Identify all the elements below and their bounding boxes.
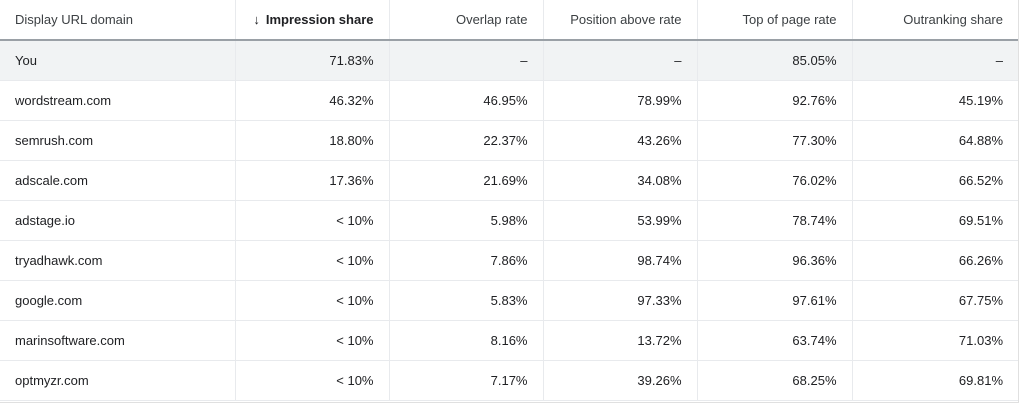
domain-cell: google.com [0,280,236,321]
domain-cell: adstage.io [0,200,236,241]
top-of-page-rate-cell: 97.61% [697,280,853,321]
domain-cell: You [0,40,236,81]
outranking-share-cell: 67.75% [852,280,1018,321]
overlap-rate-cell: 22.37% [389,120,544,161]
overlap-rate-cell: 5.83% [389,280,544,321]
position-above-rate-cell: 43.26% [543,120,698,161]
outranking-share-cell: 45.19% [852,80,1018,121]
domain-cell: semrush.com [0,120,236,161]
overlap-rate-cell: 7.17% [389,360,544,401]
outranking-share-cell: – [852,40,1018,81]
top-of-page-rate-cell: 68.25% [697,360,853,401]
outranking-share-cell: 69.81% [852,360,1018,401]
position-above-rate-cell: – [543,40,698,81]
overlap-rate-cell: 8.16% [389,320,544,361]
position-above-rate-cell: 39.26% [543,360,698,401]
column-header-overlap-rate[interactable]: Overlap rate [389,0,544,41]
impression-share-cell: 71.83% [235,40,390,81]
overlap-rate-cell: 5.98% [389,200,544,241]
table-row: optmyzr.com < 10% 7.17% 39.26% 68.25% 69… [0,360,1018,401]
outranking-share-cell: 64.88% [852,120,1018,161]
domain-cell: marinsoftware.com [0,320,236,361]
position-above-rate-cell: 98.74% [543,240,698,281]
top-of-page-rate-cell: 77.30% [697,120,853,161]
overlap-rate-cell: – [389,40,544,81]
table-row: semrush.com 18.80% 22.37% 43.26% 77.30% … [0,120,1018,161]
outranking-share-cell: 66.52% [852,160,1018,201]
overlap-rate-cell: 46.95% [389,80,544,121]
impression-share-cell: < 10% [235,280,390,321]
top-of-page-rate-cell: 96.36% [697,240,853,281]
column-header-top-of-page-rate[interactable]: Top of page rate [697,0,853,41]
impression-share-cell: < 10% [235,200,390,241]
column-header-label: Impression share [265,12,374,27]
table-row: adscale.com 17.36% 21.69% 34.08% 76.02% … [0,160,1018,201]
outranking-share-cell: 69.51% [852,200,1018,241]
position-above-rate-cell: 97.33% [543,280,698,321]
column-header-position-above-rate[interactable]: Position above rate [543,0,698,41]
position-above-rate-cell: 34.08% [543,160,698,201]
overlap-rate-cell: 7.86% [389,240,544,281]
top-of-page-rate-cell: 76.02% [697,160,853,201]
position-above-rate-cell: 53.99% [543,200,698,241]
column-header-outranking-share[interactable]: Outranking share [852,0,1018,41]
table-row: google.com < 10% 5.83% 97.33% 97.61% 67.… [0,280,1018,321]
top-of-page-rate-cell: 85.05% [697,40,853,81]
impression-share-cell: 18.80% [235,120,390,161]
arrow-down-icon: ↓ [253,12,260,27]
position-above-rate-cell: 13.72% [543,320,698,361]
table-row: wordstream.com 46.32% 46.95% 78.99% 92.7… [0,80,1018,121]
domain-cell: optmyzr.com [0,360,236,401]
domain-cell: tryadhawk.com [0,240,236,281]
impression-share-cell: 17.36% [235,160,390,201]
overlap-rate-cell: 21.69% [389,160,544,201]
impression-share-cell: 46.32% [235,80,390,121]
domain-cell: adscale.com [0,160,236,201]
position-above-rate-cell: 78.99% [543,80,698,121]
table-row: tryadhawk.com < 10% 7.86% 98.74% 96.36% … [0,240,1018,281]
column-header-display-url-domain[interactable]: Display URL domain [0,0,236,41]
outranking-share-cell: 66.26% [852,240,1018,281]
top-of-page-rate-cell: 92.76% [697,80,853,121]
table-row: adstage.io < 10% 5.98% 53.99% 78.74% 69.… [0,200,1018,241]
data-table: Display URL domain ↓ Impression share Ove… [0,0,1018,401]
table-row-you: You 71.83% – – 85.05% – [0,40,1018,81]
domain-cell: wordstream.com [0,80,236,121]
table-row: marinsoftware.com < 10% 8.16% 13.72% 63.… [0,320,1018,361]
top-of-page-rate-cell: 78.74% [697,200,853,241]
impression-share-cell: < 10% [235,320,390,361]
header-row: Display URL domain ↓ Impression share Ove… [0,0,1018,41]
impression-share-cell: < 10% [235,240,390,281]
outranking-share-cell: 71.03% [852,320,1018,361]
impression-share-cell: < 10% [235,360,390,401]
top-of-page-rate-cell: 63.74% [697,320,853,361]
column-header-impression-share[interactable]: ↓ Impression share [235,0,390,41]
